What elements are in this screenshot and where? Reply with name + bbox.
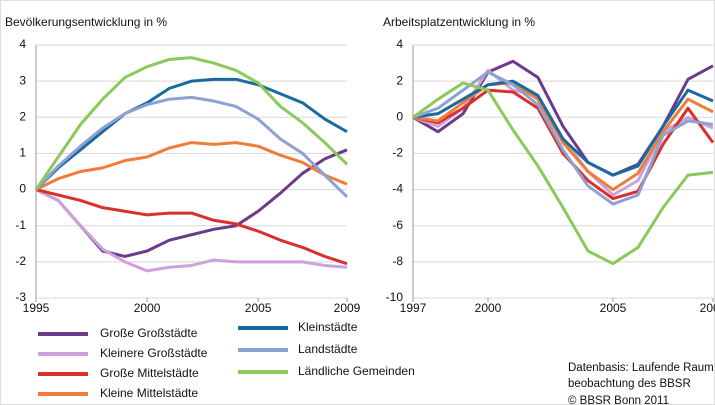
y-tick-label: -2 (15, 254, 26, 268)
y-tick-label: 2 (19, 109, 26, 123)
y-tick-label: 4 (396, 37, 403, 51)
series-line (412, 79, 714, 177)
legend-label: Ländliche Gemeinden (298, 364, 415, 378)
legend-label: Große Großstädte (100, 326, 198, 340)
x-tick-label: 2000 (475, 301, 502, 315)
x-tick-label: 1997 (400, 301, 427, 315)
legend-label: Landstädte (298, 342, 358, 356)
legend-label: Große Mittelstädte (100, 366, 199, 380)
source-note: © BBSR Bonn 2011 (568, 395, 669, 405)
y-tick-label: -8 (392, 254, 403, 268)
x-tick-label: 2005 (600, 301, 627, 315)
x-tick-label: 2009 (334, 301, 361, 315)
y-tick-label: -2 (392, 146, 403, 160)
y-tick-label: 3 (19, 73, 26, 87)
y-tick-label: -1 (15, 218, 26, 232)
source-note: Datenbasis: Laufende Raum (568, 362, 714, 374)
series-line (412, 81, 714, 266)
x-tick-label: 2000 (134, 301, 161, 315)
legend-label: Kleinere Großstädte (100, 346, 208, 360)
series-line (412, 70, 714, 206)
y-tick-label: -3 (15, 290, 26, 304)
x-tick-label: 2005 (245, 301, 272, 315)
x-tick-label: 1995 (23, 301, 50, 315)
y-tick-label: 0 (19, 182, 26, 196)
series-line (35, 141, 348, 191)
chart-title: Bevölkerungsentwicklung in % (5, 15, 167, 29)
legend-label: Kleinstädte (298, 320, 358, 334)
y-tick-label: 2 (396, 73, 403, 87)
chart-title: Arbeitsplatzentwicklung in % (383, 15, 535, 29)
series-line (412, 88, 715, 201)
y-tick-label: -4 (392, 182, 403, 196)
legend-label: Kleine Mittelstädte (100, 386, 198, 400)
y-tick-label: 1 (19, 146, 26, 160)
series-line (412, 81, 714, 192)
series-line (35, 188, 348, 266)
y-tick-label: 4 (19, 37, 26, 51)
y-tick-label: -10 (386, 290, 404, 304)
series-line (34, 77, 348, 191)
series-line (34, 95, 349, 198)
y-tick-label: 0 (396, 109, 403, 123)
x-tick-label: 2009 (700, 301, 715, 315)
y-tick-label: -6 (392, 218, 403, 232)
series-line (34, 56, 349, 191)
source-note: beobachtung des BBSR (568, 378, 691, 390)
series-line (35, 188, 348, 273)
